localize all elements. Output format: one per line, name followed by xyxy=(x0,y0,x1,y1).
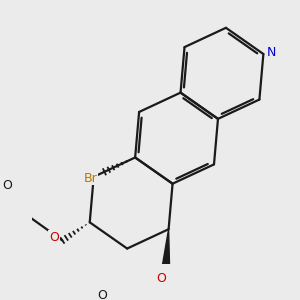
Text: O: O xyxy=(2,179,12,192)
Text: Br: Br xyxy=(84,172,98,185)
Text: N: N xyxy=(267,46,277,59)
Text: O: O xyxy=(98,290,107,300)
Text: O: O xyxy=(157,272,166,285)
Text: O: O xyxy=(49,231,59,244)
Polygon shape xyxy=(162,229,169,268)
